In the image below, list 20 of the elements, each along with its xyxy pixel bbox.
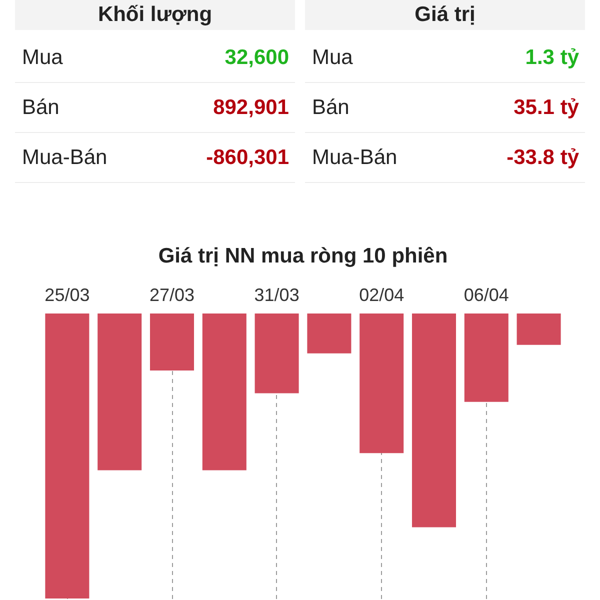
x-tick-label: 25/03: [44, 285, 90, 305]
text: 892,901: [213, 96, 289, 118]
text: 35.1 tỷ: [514, 96, 579, 118]
text: 32,600: [224, 46, 289, 68]
chart-title: Giá trị NN mua ròng 10 phiên: [158, 244, 448, 268]
category-label: Mua: [312, 46, 353, 70]
text: Giá trị: [305, 0, 585, 30]
x-tick-label: 31/03: [254, 285, 300, 305]
text: Khối lượng: [15, 0, 295, 30]
category-label: Mua-Bán: [312, 146, 398, 170]
category-label: Mua-Bán: [22, 146, 108, 170]
category-label: Mua: [22, 46, 63, 70]
text: 1.3 tỷ: [525, 46, 579, 68]
x-tick-label: 06/04: [464, 285, 509, 305]
text: -33.8 tỷ: [506, 146, 579, 168]
category-label: Bán: [22, 96, 60, 120]
x-tick-label: 02/04: [359, 285, 404, 305]
category-label: Bán: [312, 96, 350, 120]
text: -860,301: [206, 146, 289, 168]
x-tick-label: 27/03: [149, 285, 195, 305]
